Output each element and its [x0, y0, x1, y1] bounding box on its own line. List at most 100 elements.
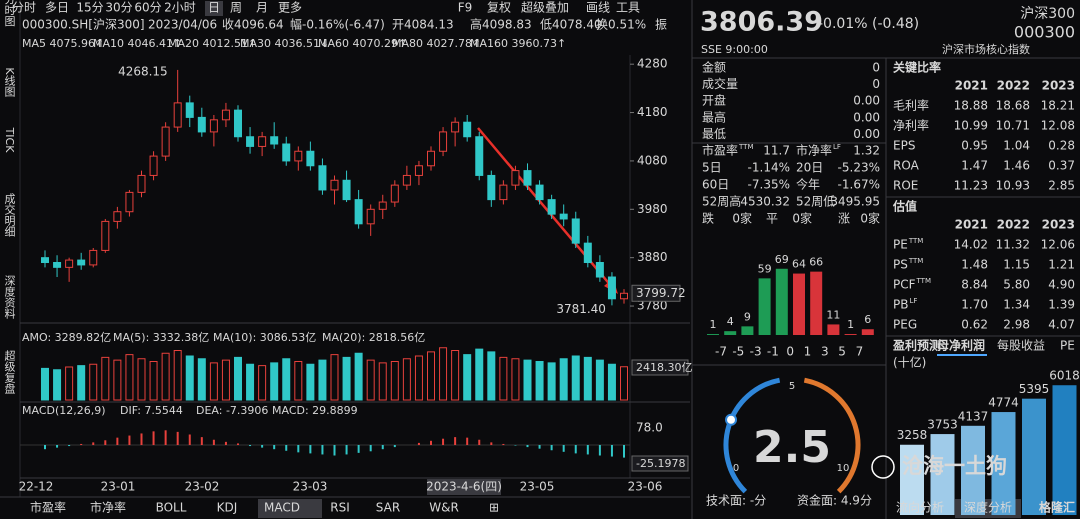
dist-value-label: 6 — [864, 313, 871, 326]
side-tab[interactable]: TICK — [3, 127, 16, 154]
row-value: 11.32 — [996, 238, 1030, 252]
volume-bar — [246, 363, 255, 401]
row-value: 0.28 — [1048, 139, 1075, 153]
footer-tab[interactable]: 流向分析 — [896, 500, 944, 515]
top-tab[interactable]: 月 — [256, 1, 268, 15]
footer-tab[interactable]: 深度分析 — [964, 500, 1012, 515]
bottom-tab[interactable]: ⊞ — [489, 501, 499, 515]
side-tab[interactable]: K线图 — [3, 67, 16, 97]
top-tab[interactable]: 15分 — [76, 1, 103, 15]
date-label: 23-06 — [628, 480, 663, 494]
volume-bar — [451, 350, 460, 401]
side-tab[interactable]: 成交明细 — [3, 193, 16, 237]
dist-bar — [724, 331, 737, 335]
volume-bar — [197, 358, 206, 401]
row-name: PS — [893, 258, 908, 272]
dist-bar — [793, 273, 805, 335]
volume-bar — [318, 359, 327, 401]
top-tab[interactable]: 更多 — [278, 1, 302, 15]
forecast-tab[interactable]: PE — [1060, 339, 1075, 353]
row-value: 1.34 — [1003, 298, 1030, 312]
row-value: 4.07 — [1048, 318, 1075, 332]
gauge-tick: 0 — [733, 463, 739, 474]
dist-bar — [775, 268, 788, 335]
ratio-label: 52周高 — [702, 194, 741, 209]
last-price-box — [631, 284, 681, 302]
row-value: 1.21 — [1048, 258, 1075, 272]
y-tick-label: 3780 — [637, 299, 668, 313]
bottom-tab[interactable]: KDJ — [217, 501, 238, 515]
candle-body — [137, 174, 146, 193]
quote-item: 振 — [655, 18, 667, 32]
forecast-tab[interactable]: 母净利润 — [937, 338, 985, 353]
volume-bar — [294, 361, 303, 401]
candle-body — [113, 211, 122, 222]
bottom-tab[interactable]: MACD — [264, 501, 300, 515]
y-tick-label: 3980 — [637, 202, 668, 216]
forecast-bar — [930, 434, 955, 515]
candle-body — [221, 109, 230, 121]
row-name: PE — [893, 238, 908, 252]
table-year: 2023 — [1042, 79, 1075, 93]
row-value: 14.02 — [954, 238, 988, 252]
candle-body — [125, 191, 134, 213]
candle-body — [161, 126, 170, 157]
top-tab[interactable]: 分时 — [12, 1, 36, 15]
top-tab[interactable]: 日 — [208, 1, 220, 15]
row-value: 5.80 — [1003, 278, 1030, 292]
gauge-arc — [723, 377, 781, 494]
forecast-tab[interactable]: 盈利预测 — [892, 338, 941, 353]
candle-body — [511, 170, 520, 186]
side-tab[interactable]: 深度资料 — [3, 275, 16, 320]
macd-bottom-label: -25.1978 — [636, 457, 685, 470]
tool-button[interactable]: 复权 — [487, 1, 511, 15]
top-tab[interactable]: 60分 — [134, 1, 161, 15]
bottom-tab[interactable]: 市净率 — [90, 500, 126, 515]
volume-bar — [583, 356, 592, 401]
volume-label-box — [631, 359, 689, 376]
tool-button[interactable]: 画线 — [586, 1, 610, 15]
bottom-tab[interactable]: 市盈率 — [30, 500, 66, 515]
bottom-tab[interactable]: W&R — [429, 501, 459, 515]
y-tick-label: 4180 — [637, 105, 668, 119]
top-tab[interactable]: 2小时 — [164, 1, 196, 15]
stat-label: 成交量 — [702, 76, 738, 91]
candle-body — [342, 179, 351, 201]
tool-button[interactable]: 超级叠加 — [521, 0, 569, 15]
bottom-tab[interactable]: BOLL — [156, 501, 187, 515]
row-sup: TTM — [908, 257, 923, 265]
row-value: 1.47 — [961, 159, 988, 173]
ratio-label: 今年 — [796, 177, 820, 192]
tool-button[interactable]: 工具 — [616, 1, 640, 15]
row-value: 10.71 — [996, 119, 1030, 133]
volume-bar — [41, 367, 49, 401]
volume-bar — [559, 358, 568, 401]
row-sup: TTM — [916, 277, 931, 285]
forecast-tab[interactable]: 每股收益 — [997, 338, 1045, 353]
row-value: 1.04 — [1003, 139, 1030, 153]
volume-bar — [427, 351, 435, 401]
row-value: 8.84 — [961, 278, 988, 292]
volume-bar — [258, 365, 267, 401]
dist-bar — [741, 326, 754, 335]
top-tab[interactable]: 30分 — [105, 1, 132, 15]
volume-bar — [65, 366, 74, 401]
dist-axis-label: 0 — [786, 345, 794, 359]
breadth-item: 平 — [766, 212, 778, 226]
breadth-item: 0家 — [860, 211, 880, 226]
bottom-tab[interactable]: RSI — [330, 501, 350, 515]
side-tab[interactable]: 超级复盘 — [3, 349, 16, 394]
volume-bar — [53, 369, 62, 401]
bottom-tab[interactable]: SAR — [376, 501, 400, 515]
row-value: 18.21 — [1041, 99, 1075, 113]
top-tab[interactable]: 多日 — [45, 1, 69, 15]
side-tab[interactable]: 分时图 — [3, 0, 16, 27]
tool-button[interactable]: F9 — [458, 1, 473, 15]
candle-body — [451, 121, 460, 133]
breadth-item: 0家 — [792, 211, 812, 226]
row-value: 12.06 — [1041, 238, 1075, 252]
top-tab[interactable]: 周 — [230, 1, 242, 15]
index-name: 沪深300 — [1020, 6, 1075, 22]
